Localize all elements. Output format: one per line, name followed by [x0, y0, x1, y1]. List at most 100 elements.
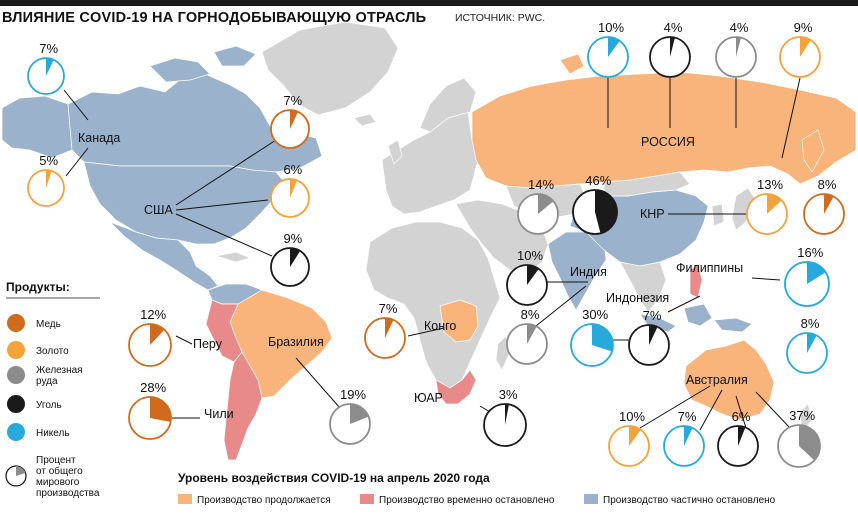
- pie-slice: [824, 194, 834, 214]
- copper-swatch: [7, 314, 25, 332]
- pie-coal: 9%: [270, 231, 310, 287]
- legend-item-gold: Золото: [7, 341, 69, 359]
- iron-swatch: [7, 366, 25, 384]
- pie-gold: 13%: [746, 177, 788, 235]
- leader-line: [175, 335, 193, 345]
- pie-iron: 37%: [777, 408, 821, 468]
- pie-slice: [350, 404, 369, 424]
- region-philippines: [689, 263, 703, 299]
- pie-copper: 28%: [128, 380, 172, 440]
- pie-slice: [799, 425, 821, 461]
- region-russia: [471, 71, 857, 189]
- pie-percent-label: 5%: [39, 153, 58, 168]
- leader-line: [639, 385, 711, 429]
- legend-label-nickel: Никель: [36, 428, 70, 439]
- pie-slice: [527, 324, 537, 344]
- land-layer: [1, 21, 857, 461]
- pie-percent-label: 10%: [619, 409, 645, 424]
- country-labels: Канада США РОССИЯ КНР Индия Филиппины Ин…: [78, 131, 748, 421]
- pie-percent-label: 16%: [797, 245, 823, 260]
- leader-line: [699, 389, 723, 431]
- region-caribbean: [215, 251, 252, 263]
- pie-percent-label: 6%: [283, 162, 302, 177]
- pie-slice: [538, 194, 554, 214]
- impact-swatch-partial: [584, 494, 598, 504]
- pie-iron: 8%: [506, 307, 548, 365]
- region-africa: [365, 221, 501, 389]
- region-uk: [387, 139, 403, 165]
- page-title: ВЛИЯНИЕ COVID-19 НА ГОРНОДОБЫВАЮЩУЮ ОТРА…: [2, 10, 427, 26]
- pie-slice: [800, 36, 811, 57]
- nickel-swatch: [7, 423, 25, 441]
- country-label-chile: Чили: [204, 407, 234, 421]
- pie-nickel: 7%: [663, 409, 705, 467]
- leader-line: [175, 139, 277, 206]
- pie-copper: 12%: [128, 307, 172, 367]
- region-mexico: [109, 221, 219, 291]
- impact-legend-title: Уровень воздействия COVID-19 на апрель 2…: [178, 471, 490, 485]
- pie-percent-label: 46%: [585, 173, 611, 188]
- region-iceland: [353, 113, 377, 127]
- leader-line: [667, 295, 701, 313]
- leader-line: [751, 277, 781, 281]
- leader-line: [175, 213, 273, 257]
- pie-percent-label: 30%: [582, 307, 608, 322]
- coal-swatch: [7, 395, 25, 413]
- share-pies: 7% 5% 7% 6% 9% 10% 4% 4% 9% 14% 46% 13% 8% 10% 8% 16% 30…: [27, 20, 845, 468]
- pie-nickel: 10%: [587, 20, 629, 78]
- pie-coal: 7%: [628, 308, 670, 366]
- pie-slice: [670, 37, 675, 57]
- pie-slice: [290, 248, 301, 267]
- pie-percent-label: 10%: [517, 248, 543, 263]
- pie-percent-label: 4%: [730, 20, 749, 35]
- legend-label-copper: Медь: [36, 319, 61, 330]
- pie-slice: [649, 325, 658, 345]
- pie-percent-label: 12%: [140, 307, 166, 322]
- pie-percent-label: 7%: [643, 308, 662, 323]
- impact-legend: Уровень воздействия COVID-19 на апрель 2…: [178, 471, 776, 506]
- pie-coal: 6%: [717, 409, 759, 467]
- pie-nickel: 30%: [570, 307, 614, 367]
- region-indonesia: [639, 303, 753, 333]
- pie-percent-label: 19%: [340, 387, 366, 402]
- leader-line: [735, 395, 747, 429]
- pie-slice: [46, 58, 54, 76]
- pie-gold: 10%: [608, 409, 650, 467]
- source-note: ИСТОЧНИК: PWC.: [455, 12, 546, 24]
- country-label-philippines: Филиппины: [676, 261, 743, 275]
- legend-label-coal: Уголь: [36, 400, 62, 411]
- pie-percent-label: 8%: [521, 307, 540, 322]
- legend-label-gold: Золото: [36, 346, 69, 357]
- leader-line: [295, 357, 341, 409]
- pie-slice: [505, 404, 509, 425]
- pie-slice: [738, 426, 746, 446]
- impact-swatch-continues: [178, 494, 192, 504]
- pie-percent-label: 14%: [528, 177, 554, 192]
- leader-line: [755, 391, 791, 429]
- country-label-indonesia: Индонезия: [606, 291, 669, 305]
- leader-line: [781, 77, 801, 159]
- pie-percent-label: 8%: [801, 316, 820, 331]
- region-japan: [731, 187, 757, 231]
- pie-percent-label: 3%: [499, 387, 518, 402]
- leader-line: [535, 285, 587, 327]
- pie-slice: [684, 425, 693, 446]
- country-label-australia: Австралия: [686, 373, 748, 387]
- country-label-india: Индия: [570, 265, 607, 279]
- pie-slice: [385, 318, 394, 338]
- pie-gold: 5%: [27, 153, 65, 207]
- country-label-brazil: Бразилия: [268, 335, 324, 349]
- pie-copper: 7%: [364, 301, 406, 359]
- legend-item-nickel: Никель: [7, 423, 70, 441]
- country-label-canada: Канада: [78, 131, 120, 145]
- pie-gold: 6%: [270, 162, 310, 218]
- region-novaya-zemlya: [559, 53, 585, 75]
- country-label-south-africa: ЮАР: [414, 391, 443, 405]
- share-note: Процент от общего мирового производства: [5, 455, 100, 499]
- pie-percent-label: 8%: [818, 177, 837, 192]
- pie-percent-label: 6%: [732, 409, 751, 424]
- legend-label-iron: Железная руда: [36, 365, 83, 387]
- pie-percent-label: 9%: [794, 20, 813, 35]
- region-greenland: [261, 21, 399, 116]
